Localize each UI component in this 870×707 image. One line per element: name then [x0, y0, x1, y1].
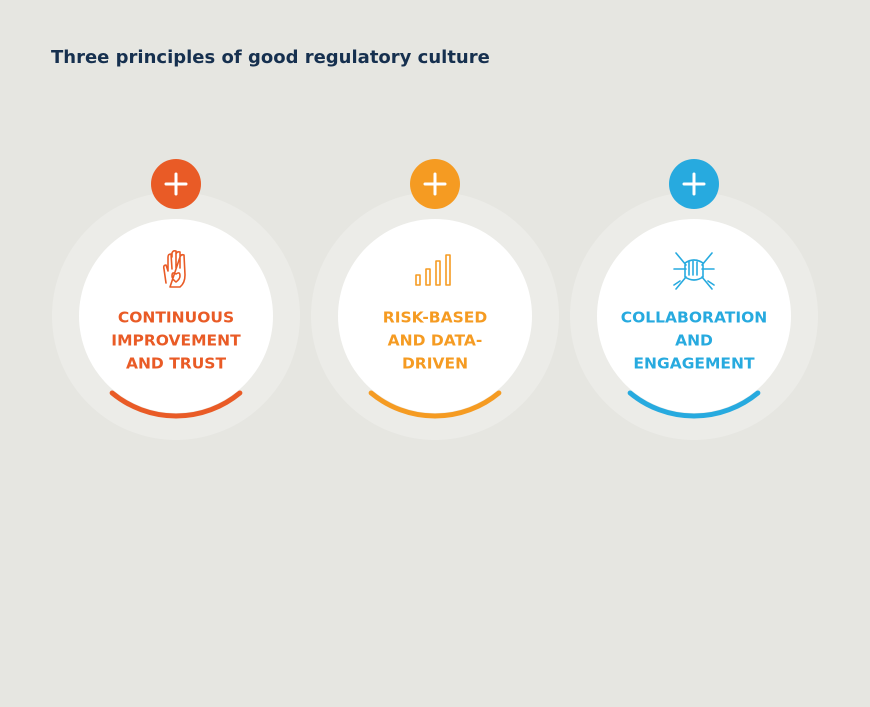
accent-arc: [627, 390, 761, 419]
inner-circle: [597, 219, 791, 413]
inner-circle: [338, 219, 532, 413]
card-label-line: DRIVEN: [402, 355, 468, 373]
page-title: Three principles of good regulatory cult…: [51, 47, 490, 68]
card-label-line: COLLABORATION: [621, 309, 768, 327]
principle-card: RISK-BASED AND DATA- DRIVEN: [311, 159, 559, 440]
expand-button[interactable]: [669, 159, 719, 209]
card-label-line: RISK-BASED: [383, 309, 488, 327]
expand-button[interactable]: [410, 159, 460, 209]
card-label-line: IMPROVEMENT: [111, 332, 241, 350]
card-label-line: ENGAGEMENT: [633, 355, 755, 373]
expand-button[interactable]: [151, 159, 201, 209]
icon: [415, 254, 451, 286]
principle-card: COLLABORATION AND ENGAGEMENT: [570, 159, 818, 440]
plus-icon: [164, 172, 188, 196]
card-label-line: AND DATA-: [388, 332, 483, 350]
plus-icon: [682, 172, 706, 196]
plus-icon: [423, 172, 447, 196]
icon: [162, 249, 186, 288]
accent-arc: [109, 390, 243, 419]
inner-circle: [79, 219, 273, 413]
card-label-line: AND TRUST: [126, 355, 226, 373]
principle-card: CONTINUOUS IMPROVEMENT AND TRUST: [52, 159, 300, 440]
accent-arc: [368, 390, 502, 419]
card-label-line: AND: [675, 332, 713, 350]
card-label-line: CONTINUOUS: [118, 309, 234, 327]
icon: [673, 252, 715, 290]
